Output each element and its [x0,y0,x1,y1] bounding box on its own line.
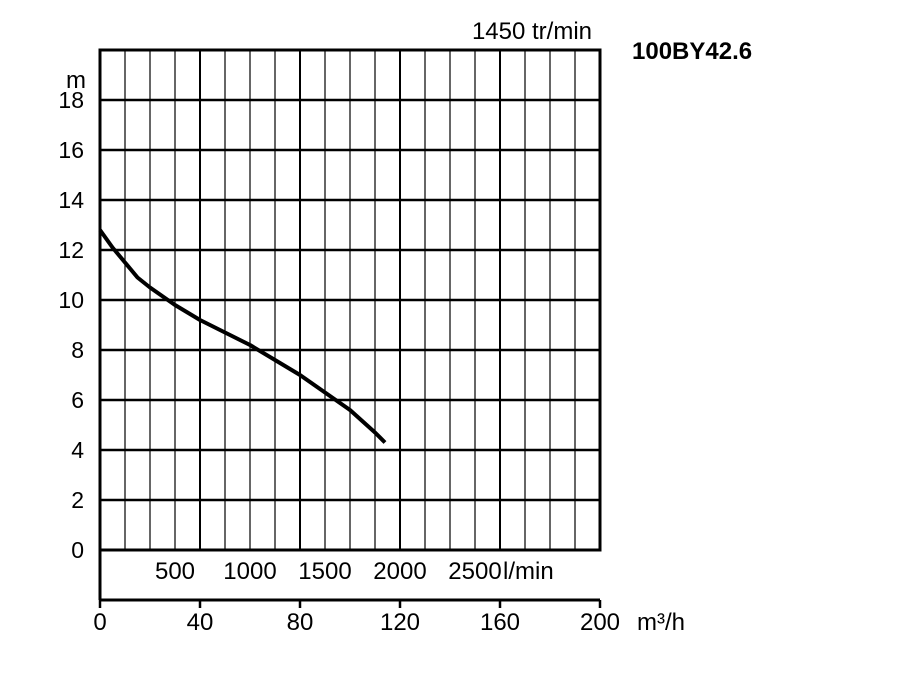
y-tick-label: 4 [71,437,84,463]
x-tick-label: 40 [187,609,214,636]
lmin-tick-label: 1000 [223,558,276,585]
x-tick-label: 0 [93,609,106,636]
speed-subtitle: 1450 tr/min [472,18,592,45]
x-tick-label: 120 [380,609,420,636]
x-tick-labels: 0 40 80 120 160 200 [93,609,620,636]
x-tick-label: 200 [580,609,620,636]
chart-title: 100BY42.6 [632,38,752,65]
y-tick-label: 0 [71,537,84,563]
y-axis-label: m [66,67,86,94]
x-tick-label: 160 [480,609,520,636]
lmin-tick-label: 1500 [298,558,351,585]
y-tick-label: 18 [58,87,84,113]
lmin-tick-label: 2000 [373,558,426,585]
secondary-x-unit-label: l/min [503,558,554,585]
grid-lines [98,48,602,608]
lmin-tick-label: 2500 [448,558,501,585]
y-tick-labels: 0 2 4 6 8 10 12 14 16 18 [58,87,84,563]
y-tick-label: 14 [58,187,84,213]
head-curve-line [98,228,387,444]
x-axis-label: m³/h [637,609,685,636]
y-tick-label: 6 [71,387,84,413]
x-tick-label: 80 [287,609,314,636]
y-tick-label: 16 [58,137,84,163]
y-tick-label: 12 [58,237,84,263]
lmin-tick-labels: 500 1000 1500 2000 2500 [155,558,502,585]
lmin-tick-label: 500 [155,558,195,585]
y-tick-label: 10 [58,287,84,313]
y-tick-label: 2 [71,487,84,513]
curve-layer [98,228,387,444]
plot-frame [98,48,602,552]
y-tick-label: 8 [71,337,84,363]
